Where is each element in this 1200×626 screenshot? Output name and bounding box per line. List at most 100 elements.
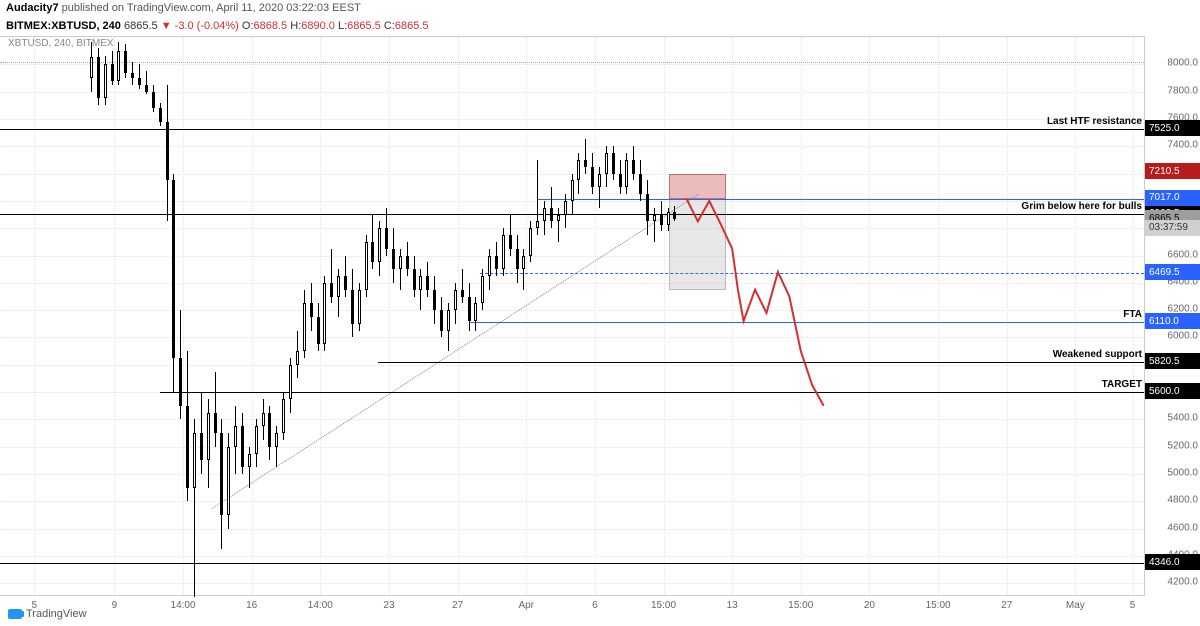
price-tick: 7400.0	[1167, 140, 1198, 151]
candle	[639, 160, 642, 201]
candle	[406, 242, 409, 276]
zone-grey	[669, 199, 726, 290]
cloud-icon	[8, 609, 22, 619]
candle	[392, 228, 395, 283]
candle	[502, 228, 505, 276]
time-tick: 6	[592, 600, 598, 611]
candle	[646, 180, 649, 235]
candle	[584, 139, 587, 173]
candle	[152, 85, 155, 112]
candle	[509, 215, 512, 256]
time-tick: Apr	[518, 600, 534, 611]
time-tick: 20	[864, 600, 875, 611]
horizontal-line: Weakened support	[378, 362, 1144, 363]
time-axis[interactable]: 5914:001614:002327Apr615:001315:002015:0…	[0, 596, 1144, 626]
candle	[426, 262, 429, 296]
footer-text: TradingView	[26, 608, 87, 620]
candle	[172, 174, 175, 393]
candle	[571, 174, 574, 215]
time-tick: 14:00	[308, 600, 333, 611]
candle	[358, 283, 361, 331]
ticker-bar: BITMEX:XBTUSD, 240 6865.5 ▼ -3.0 (-0.04%…	[0, 18, 1200, 36]
candle	[365, 235, 368, 296]
candle	[632, 146, 635, 180]
candle	[667, 208, 670, 231]
candle	[310, 283, 313, 331]
candle	[447, 303, 450, 351]
candle	[207, 399, 210, 488]
candle	[488, 249, 491, 290]
horizontal-line	[480, 273, 1144, 274]
line-label: Grim below here for bulls	[1021, 201, 1142, 212]
candle	[317, 303, 320, 351]
candle	[138, 64, 141, 89]
price-tick: 4200.0	[1167, 577, 1198, 588]
candle	[296, 331, 299, 379]
candle	[275, 426, 278, 467]
chart-area[interactable]: Last HTF resistance Grim below here for b…	[0, 36, 1144, 596]
candle	[577, 153, 580, 194]
candle	[516, 235, 519, 283]
candle	[337, 269, 340, 317]
time-tick: 15:00	[788, 600, 813, 611]
price-tick: 6000.0	[1167, 331, 1198, 342]
tradingview-logo[interactable]: TradingView	[8, 608, 87, 620]
candle	[557, 208, 560, 242]
horizontal-line: FTA	[469, 322, 1144, 323]
last-price: 6865.5	[124, 20, 158, 32]
candle	[461, 269, 464, 303]
price-tag: 5600.0	[1145, 383, 1200, 399]
trendline	[211, 194, 698, 509]
candle	[351, 269, 354, 337]
candle	[495, 242, 498, 276]
candle	[303, 290, 306, 358]
author: Audacity7	[6, 2, 59, 14]
price-tag: 6469.5	[1145, 264, 1200, 280]
candle	[474, 297, 477, 331]
candle	[248, 447, 251, 488]
candle	[591, 153, 594, 194]
horizontal-line: Last HTF resistance	[0, 129, 1144, 130]
candle	[454, 283, 457, 324]
candle	[227, 433, 230, 529]
time-tick: May	[1066, 600, 1085, 611]
candle	[536, 160, 539, 235]
candle	[440, 297, 443, 338]
horizontal-line: TARGET	[160, 392, 1144, 393]
candle	[97, 48, 100, 105]
candle	[117, 42, 120, 84]
time-tick: 15:00	[926, 600, 951, 611]
candle	[323, 276, 326, 351]
ohlc-c: 6865.5	[395, 20, 429, 32]
candle	[371, 215, 374, 270]
candle	[90, 42, 93, 91]
candle	[419, 269, 422, 310]
price-tick: 8000.0	[1167, 58, 1198, 69]
line-label: TARGET	[1102, 379, 1142, 390]
candle	[612, 146, 615, 180]
candle	[619, 160, 622, 194]
price-tick: 5400.0	[1167, 413, 1198, 424]
candle	[289, 358, 292, 413]
candle	[234, 406, 237, 474]
price-tick: 4600.0	[1167, 522, 1198, 533]
candle	[529, 221, 532, 262]
candle	[104, 56, 107, 105]
candle	[179, 310, 182, 419]
price-tag: 6110.0	[1145, 313, 1200, 329]
candle	[598, 167, 601, 208]
time-tick: 15:00	[651, 600, 676, 611]
candle	[262, 399, 265, 440]
candle	[605, 146, 608, 187]
line-label: FTA	[1123, 309, 1142, 320]
price-axis[interactable]: 4200.04400.04600.04800.05000.05200.05400…	[1144, 36, 1200, 596]
time-tick: 13	[727, 600, 738, 611]
time-tick: 23	[383, 600, 394, 611]
price-tag: 7017.0	[1145, 190, 1200, 206]
price-tick: 6600.0	[1167, 249, 1198, 260]
candle	[413, 256, 416, 297]
candle	[131, 62, 134, 85]
candle	[268, 406, 271, 461]
line-label: Weakened support	[1053, 349, 1142, 360]
price-tick: 5000.0	[1167, 468, 1198, 479]
